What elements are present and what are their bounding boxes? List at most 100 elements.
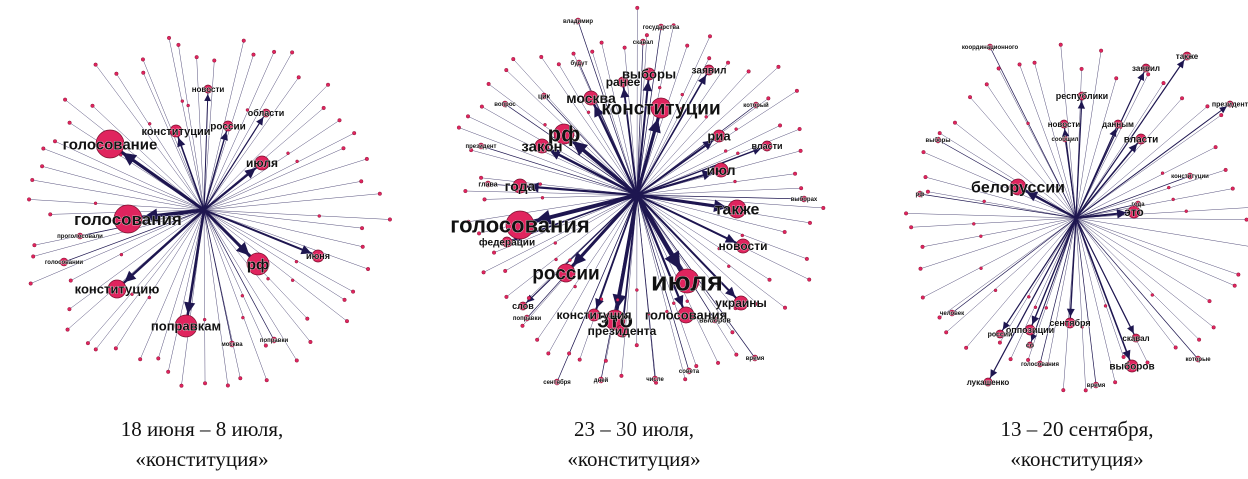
node	[465, 114, 470, 119]
edge-line	[1075, 169, 1226, 219]
node	[727, 199, 747, 219]
caption-2-dates: 23 – 30 июля,	[573, 417, 695, 441]
node	[203, 381, 208, 386]
node	[1059, 119, 1069, 129]
node	[674, 268, 700, 294]
node	[342, 297, 347, 302]
node	[48, 212, 53, 217]
edge-line	[203, 120, 340, 211]
node	[948, 309, 956, 317]
edge-arrow	[235, 241, 250, 256]
edge-line	[906, 213, 1077, 219]
node	[964, 345, 969, 350]
edge-line	[624, 47, 638, 196]
edge-arrow	[1127, 325, 1134, 334]
node	[254, 155, 270, 171]
edge-line	[203, 209, 206, 384]
node	[1145, 360, 1150, 365]
edges	[906, 44, 1248, 391]
node	[377, 191, 382, 196]
node	[1186, 172, 1194, 180]
edge-arrow	[1128, 143, 1138, 153]
edge-arrow	[702, 140, 714, 150]
node	[1113, 119, 1123, 129]
edge-line	[69, 209, 205, 310]
edge-line	[87, 209, 205, 344]
node	[67, 120, 72, 125]
node	[63, 97, 68, 102]
edge-line	[203, 84, 329, 211]
node	[366, 267, 371, 272]
node	[505, 210, 535, 240]
caption-1-query: «конституция»	[135, 447, 269, 471]
edge-arrow	[1077, 100, 1086, 109]
edge-line	[1075, 217, 1248, 247]
node-label: президента	[588, 324, 657, 338]
node	[672, 301, 676, 305]
node-label: также	[715, 202, 760, 219]
edge-line	[203, 209, 345, 301]
edge-line	[1075, 50, 1102, 219]
node	[993, 288, 998, 293]
node	[1207, 299, 1212, 304]
edge-line	[1075, 207, 1248, 219]
node	[619, 373, 624, 378]
node	[644, 33, 649, 38]
node	[804, 256, 809, 261]
edge-line	[920, 217, 1077, 269]
edge-line	[203, 209, 233, 345]
node	[166, 369, 171, 374]
node	[492, 250, 497, 255]
node	[169, 124, 183, 138]
node	[93, 347, 98, 352]
node	[469, 148, 474, 153]
node	[130, 292, 134, 296]
edge-arrow	[642, 80, 653, 92]
edge-line	[556, 194, 638, 383]
edge-line	[636, 71, 749, 196]
node	[294, 259, 299, 264]
node-label-small: президент	[465, 144, 496, 150]
node	[32, 243, 37, 248]
node	[707, 56, 712, 61]
node	[635, 5, 640, 10]
node	[359, 179, 364, 184]
node	[586, 110, 591, 114]
edge-line	[911, 217, 1077, 228]
node	[1230, 186, 1235, 191]
node	[677, 306, 695, 324]
node	[1080, 325, 1084, 329]
node	[351, 289, 356, 294]
node	[952, 120, 957, 125]
node-label-small: совета	[679, 369, 700, 375]
edge-line	[203, 209, 390, 220]
edge-line	[203, 132, 355, 211]
edge-line	[1034, 62, 1077, 219]
edge-line	[1075, 146, 1216, 219]
node	[711, 316, 719, 324]
node	[1213, 145, 1218, 150]
node	[1125, 359, 1139, 373]
node-label-small: который	[743, 102, 769, 109]
node	[740, 233, 745, 238]
node	[31, 254, 36, 259]
node-label: конституции	[141, 126, 210, 138]
node-label: это	[597, 308, 633, 333]
node-label-small: которые	[1185, 357, 1211, 363]
labels: цик вопрос президент глава выборов время совет…	[450, 19, 818, 387]
node-label: также	[1176, 52, 1199, 61]
edge-arrow	[620, 87, 630, 98]
edge-line	[636, 69, 710, 196]
node	[767, 277, 772, 282]
node-label: украины	[715, 296, 767, 310]
nodes	[456, 5, 826, 386]
edge-line	[1075, 74, 1149, 219]
node	[501, 236, 513, 248]
node	[296, 75, 301, 80]
node	[694, 364, 699, 369]
node	[186, 103, 190, 108]
node	[657, 23, 665, 31]
node	[703, 64, 715, 76]
edge-line	[1029, 217, 1077, 346]
node-label-small: дней	[594, 377, 609, 384]
